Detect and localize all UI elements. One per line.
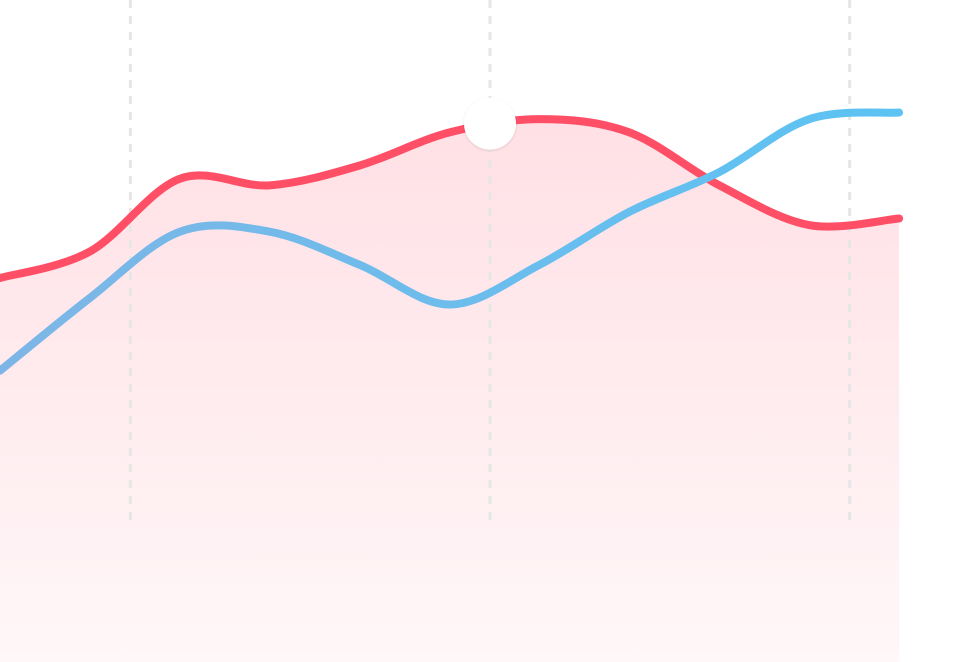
area-layer xyxy=(0,119,900,662)
series-1-area xyxy=(0,119,900,662)
series-lines xyxy=(0,108,904,375)
series-1-line[interactable] xyxy=(0,115,904,283)
series-2-line[interactable] xyxy=(0,108,904,375)
highlight-point-marker[interactable] xyxy=(464,97,516,150)
highlight-markers xyxy=(464,97,516,150)
